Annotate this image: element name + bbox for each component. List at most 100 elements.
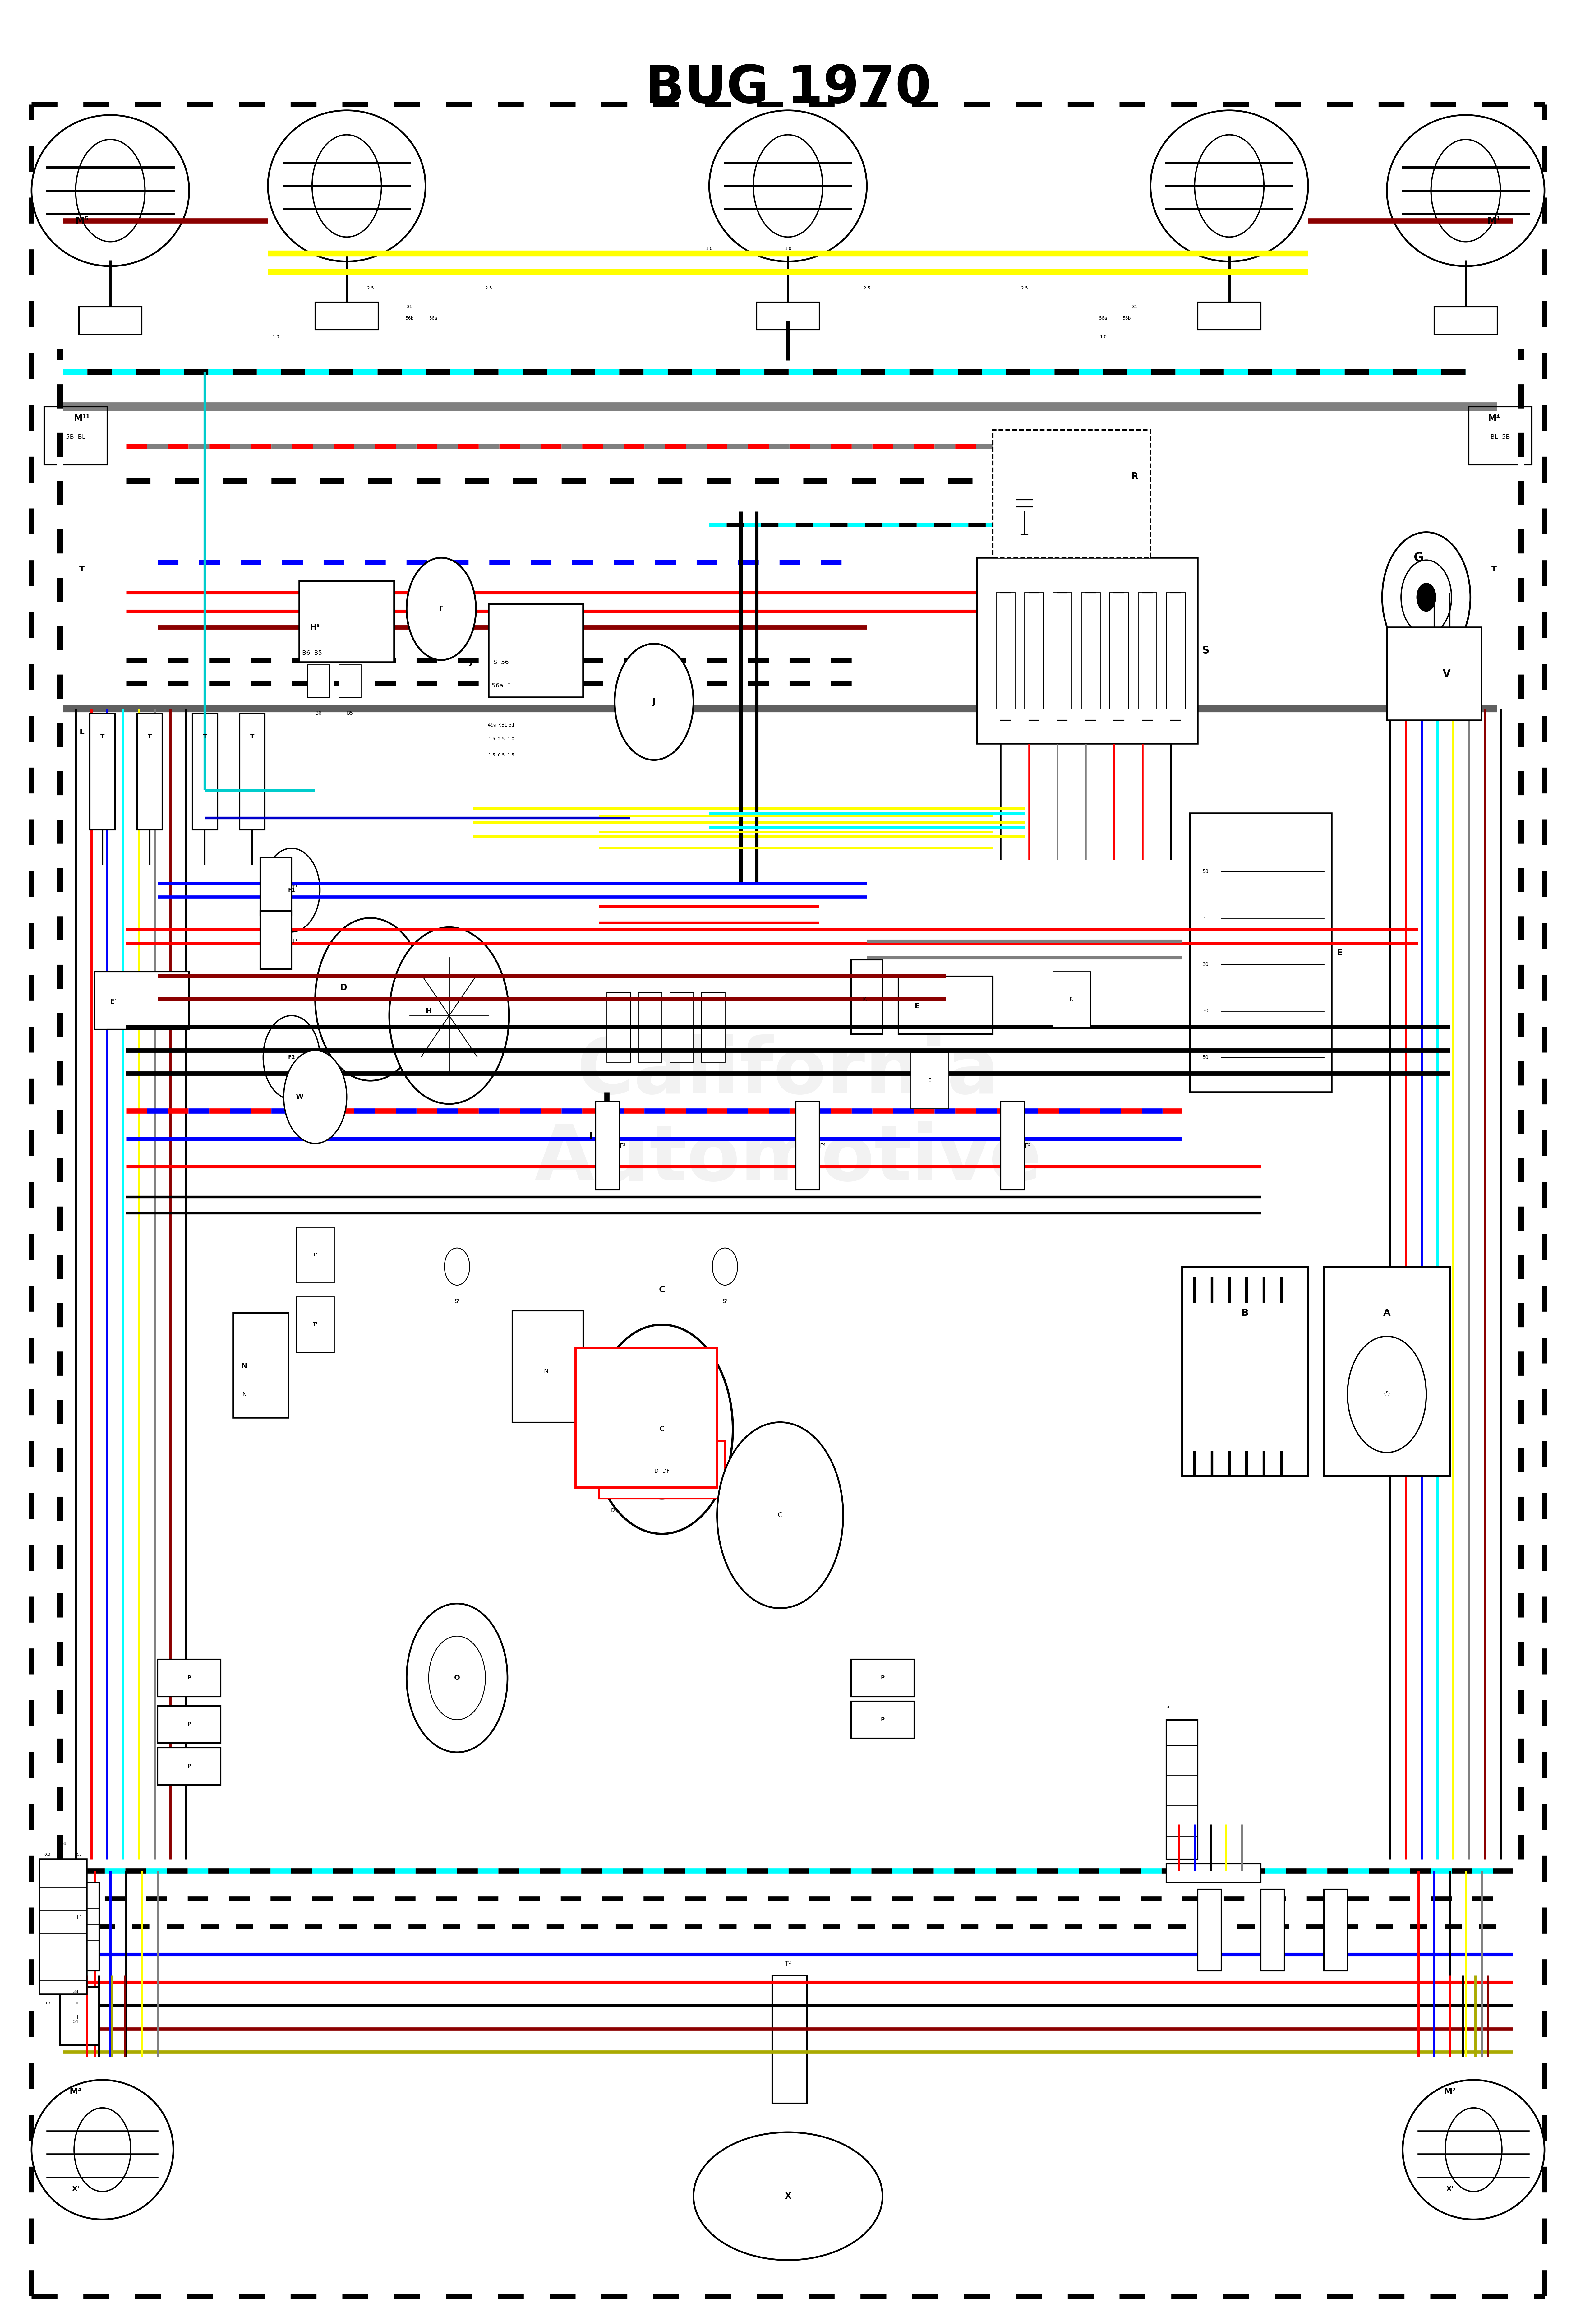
Text: T⁴: T⁴ (76, 1915, 82, 1920)
Bar (1261, 1889, 1284, 1971)
Text: D: D (340, 983, 347, 992)
Bar (79, 307, 142, 335)
Text: C: C (659, 1427, 665, 1432)
Bar (898, 976, 993, 1034)
Text: 1.0: 1.0 (1100, 335, 1106, 339)
Circle shape (1401, 560, 1451, 634)
Bar (137, 713, 162, 830)
Circle shape (315, 918, 426, 1081)
Text: 0.3: 0.3 (44, 1852, 50, 1857)
Bar (796, 1102, 820, 1190)
Bar (1166, 1720, 1198, 1859)
Text: 31: 31 (1202, 916, 1209, 920)
Circle shape (444, 1248, 470, 1285)
Text: C: C (659, 1285, 665, 1294)
Bar (851, 960, 883, 1034)
Text: H⁵: H⁵ (310, 623, 320, 632)
Text: 56b: 56b (1122, 316, 1132, 321)
Bar (296, 1297, 334, 1353)
Text: T: T (1491, 565, 1497, 574)
Bar (158, 1748, 221, 1785)
Text: P: P (881, 1676, 884, 1680)
Text: B5: B5 (347, 711, 353, 716)
Bar (60, 1987, 99, 2045)
Bar (158, 1706, 221, 1743)
Text: C: C (777, 1513, 783, 1518)
Bar (39, 1859, 87, 1994)
Bar (339, 665, 361, 697)
Text: N': N' (544, 1369, 550, 1373)
Bar (911, 1053, 949, 1109)
Text: 5B  BL: 5B BL (66, 435, 85, 439)
Circle shape (712, 1248, 738, 1285)
Bar (1190, 813, 1332, 1092)
Bar (701, 992, 725, 1062)
Text: K: K (648, 1025, 651, 1030)
Text: B: B (1242, 1308, 1248, 1318)
Text: P: P (881, 1717, 884, 1722)
Text: 30: 30 (1202, 962, 1209, 967)
Circle shape (1347, 1336, 1426, 1452)
Text: T¹: T¹ (292, 885, 298, 890)
Bar (95, 971, 189, 1030)
Bar (596, 1102, 619, 1190)
Text: 0.3: 0.3 (76, 1852, 82, 1857)
Text: E': E' (110, 999, 117, 1004)
Bar (1053, 593, 1072, 709)
Bar (851, 1701, 914, 1738)
Text: T': T' (314, 1253, 317, 1257)
Text: O: O (454, 1676, 460, 1680)
Text: E: E (928, 1078, 931, 1083)
Ellipse shape (1387, 114, 1544, 265)
Text: B6  B5: B6 B5 (303, 651, 322, 655)
Bar (1024, 593, 1043, 709)
Text: 1.0: 1.0 (273, 335, 279, 339)
Bar (260, 858, 292, 916)
Text: J²: J² (470, 658, 476, 667)
Text: E: E (1336, 948, 1343, 957)
Circle shape (1431, 139, 1500, 242)
Bar (607, 992, 630, 1062)
Text: 0.3: 0.3 (44, 2001, 50, 2006)
Text: R: R (1132, 472, 1138, 481)
Circle shape (389, 927, 509, 1104)
Circle shape (74, 2108, 131, 2192)
Text: 0.3: 0.3 (76, 2001, 82, 2006)
Bar (599, 1441, 725, 1499)
Bar (44, 407, 107, 465)
Text: D+: D+ (611, 1508, 618, 1513)
Text: F⁵: F⁵ (1024, 1143, 1031, 1148)
Text: F: F (440, 607, 443, 611)
Bar (60, 1882, 99, 1971)
Text: F⁴: F⁴ (820, 1143, 826, 1148)
Bar (1166, 1864, 1261, 1882)
Circle shape (263, 1016, 320, 1099)
Ellipse shape (32, 2080, 173, 2219)
Text: B6: B6 (315, 711, 322, 716)
Text: T: T (203, 734, 206, 739)
Bar (756, 302, 820, 330)
Bar (638, 992, 662, 1062)
Text: X': X' (1447, 2187, 1453, 2192)
Circle shape (615, 644, 693, 760)
Text: 1.5  0.5  1.5: 1.5 0.5 1.5 (489, 753, 514, 758)
Ellipse shape (32, 114, 189, 265)
Text: California
Automotive: California Automotive (534, 1034, 1042, 1197)
Text: BL  5B: BL 5B (1491, 435, 1510, 439)
Text: M⁵: M⁵ (76, 216, 88, 225)
Bar (1434, 307, 1497, 335)
Bar (1182, 1267, 1308, 1476)
Circle shape (312, 135, 381, 237)
Bar (192, 713, 217, 830)
Text: 2.5: 2.5 (485, 286, 492, 290)
Bar (996, 593, 1015, 709)
Bar (158, 1659, 221, 1697)
Bar (1469, 407, 1532, 465)
Bar (851, 1659, 914, 1697)
Text: A: A (1384, 1308, 1390, 1318)
Circle shape (615, 1360, 709, 1499)
Text: T': T' (314, 1322, 317, 1327)
Bar (1387, 627, 1481, 720)
Text: 54: 54 (72, 2020, 79, 2024)
Text: N: N (241, 1364, 247, 1369)
